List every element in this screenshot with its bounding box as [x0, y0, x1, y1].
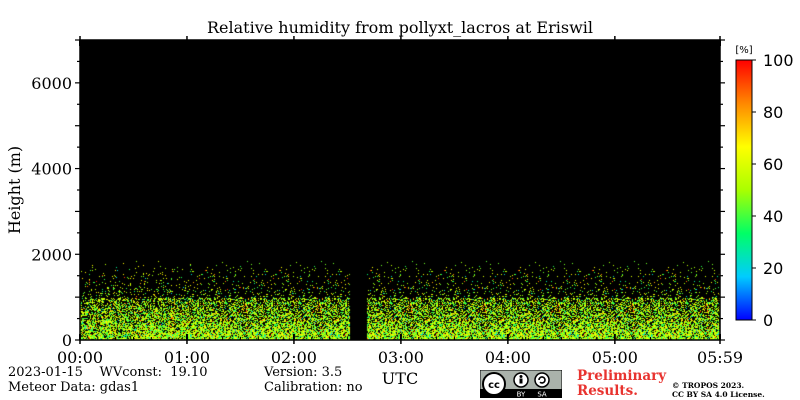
y-tick-label: 6000 [31, 74, 72, 93]
svg-text:cc: cc [488, 380, 500, 391]
plot-area [79, 39, 721, 341]
colorbar-unit: [%] [735, 45, 752, 56]
y-tick-label: 4000 [31, 160, 72, 179]
calibration-info: Calibration: no [264, 380, 363, 395]
colorbar-tick-label: 0 [763, 311, 773, 330]
copyright-line-1: © TROPOS 2023. [672, 381, 745, 390]
colorbar-tick-label: 80 [763, 103, 783, 122]
y-tick-label: 0 [62, 331, 72, 350]
sa-icon [534, 372, 550, 388]
chart-title: Relative humidity from pollyxt_lacros at… [207, 18, 593, 37]
x-tick-label: 05:00 [592, 348, 638, 367]
preliminary-line-1: Preliminary [577, 368, 667, 384]
humidity-field-canvas [80, 40, 720, 340]
humidity-field [80, 40, 720, 340]
sa-label: SA [537, 391, 547, 399]
x-tick-label: 01:00 [164, 348, 210, 367]
x-tick-label: 03:00 [378, 348, 424, 367]
y-axis: 0 2000 4000 6000 [31, 39, 725, 350]
x-tick-label: 05:59 [697, 348, 743, 367]
x-axis-title: UTC [382, 369, 418, 388]
x-tick-label: 04:00 [485, 348, 531, 367]
colorbar-gradient [735, 59, 753, 321]
colorbar: [%] 0 20 40 60 80 100 [735, 45, 793, 330]
by-label: BY [517, 391, 526, 399]
y-axis-title: Height (m) [5, 146, 24, 234]
cc-logo-band [480, 389, 562, 398]
x-tick-label: 02:00 [271, 348, 317, 367]
meteor-data: Meteor Data: gdas1 [8, 380, 140, 395]
x-axis: 00:00 01:00 02:00 03:00 04:00 05:00 05:59 [57, 36, 743, 367]
cc-icon [482, 372, 506, 396]
date-wvconst: 2023-01-15 WVconst: 19.10 [8, 365, 208, 380]
version-info: Version: 3.5 [264, 365, 343, 380]
x-tick-label: 00:00 [57, 348, 103, 367]
colorbar-tick-label: 40 [763, 207, 783, 226]
preliminary-line-2: Results. [577, 383, 638, 399]
preliminary-notice: Preliminary Results. [577, 369, 666, 399]
y-tick-label: 2000 [31, 245, 72, 264]
cc-by-sa-logo: cc BY SA [480, 370, 562, 398]
colorbar-tick-label: 100 [763, 51, 794, 70]
copyright-line-2: CC BY SA 4.0 License. [672, 390, 765, 399]
colorbar-tick-label: 60 [763, 155, 783, 174]
copyright-notice: © TROPOS 2023. CC BY SA 4.0 License. [672, 381, 765, 399]
colorbar-tick-label: 20 [763, 259, 783, 278]
